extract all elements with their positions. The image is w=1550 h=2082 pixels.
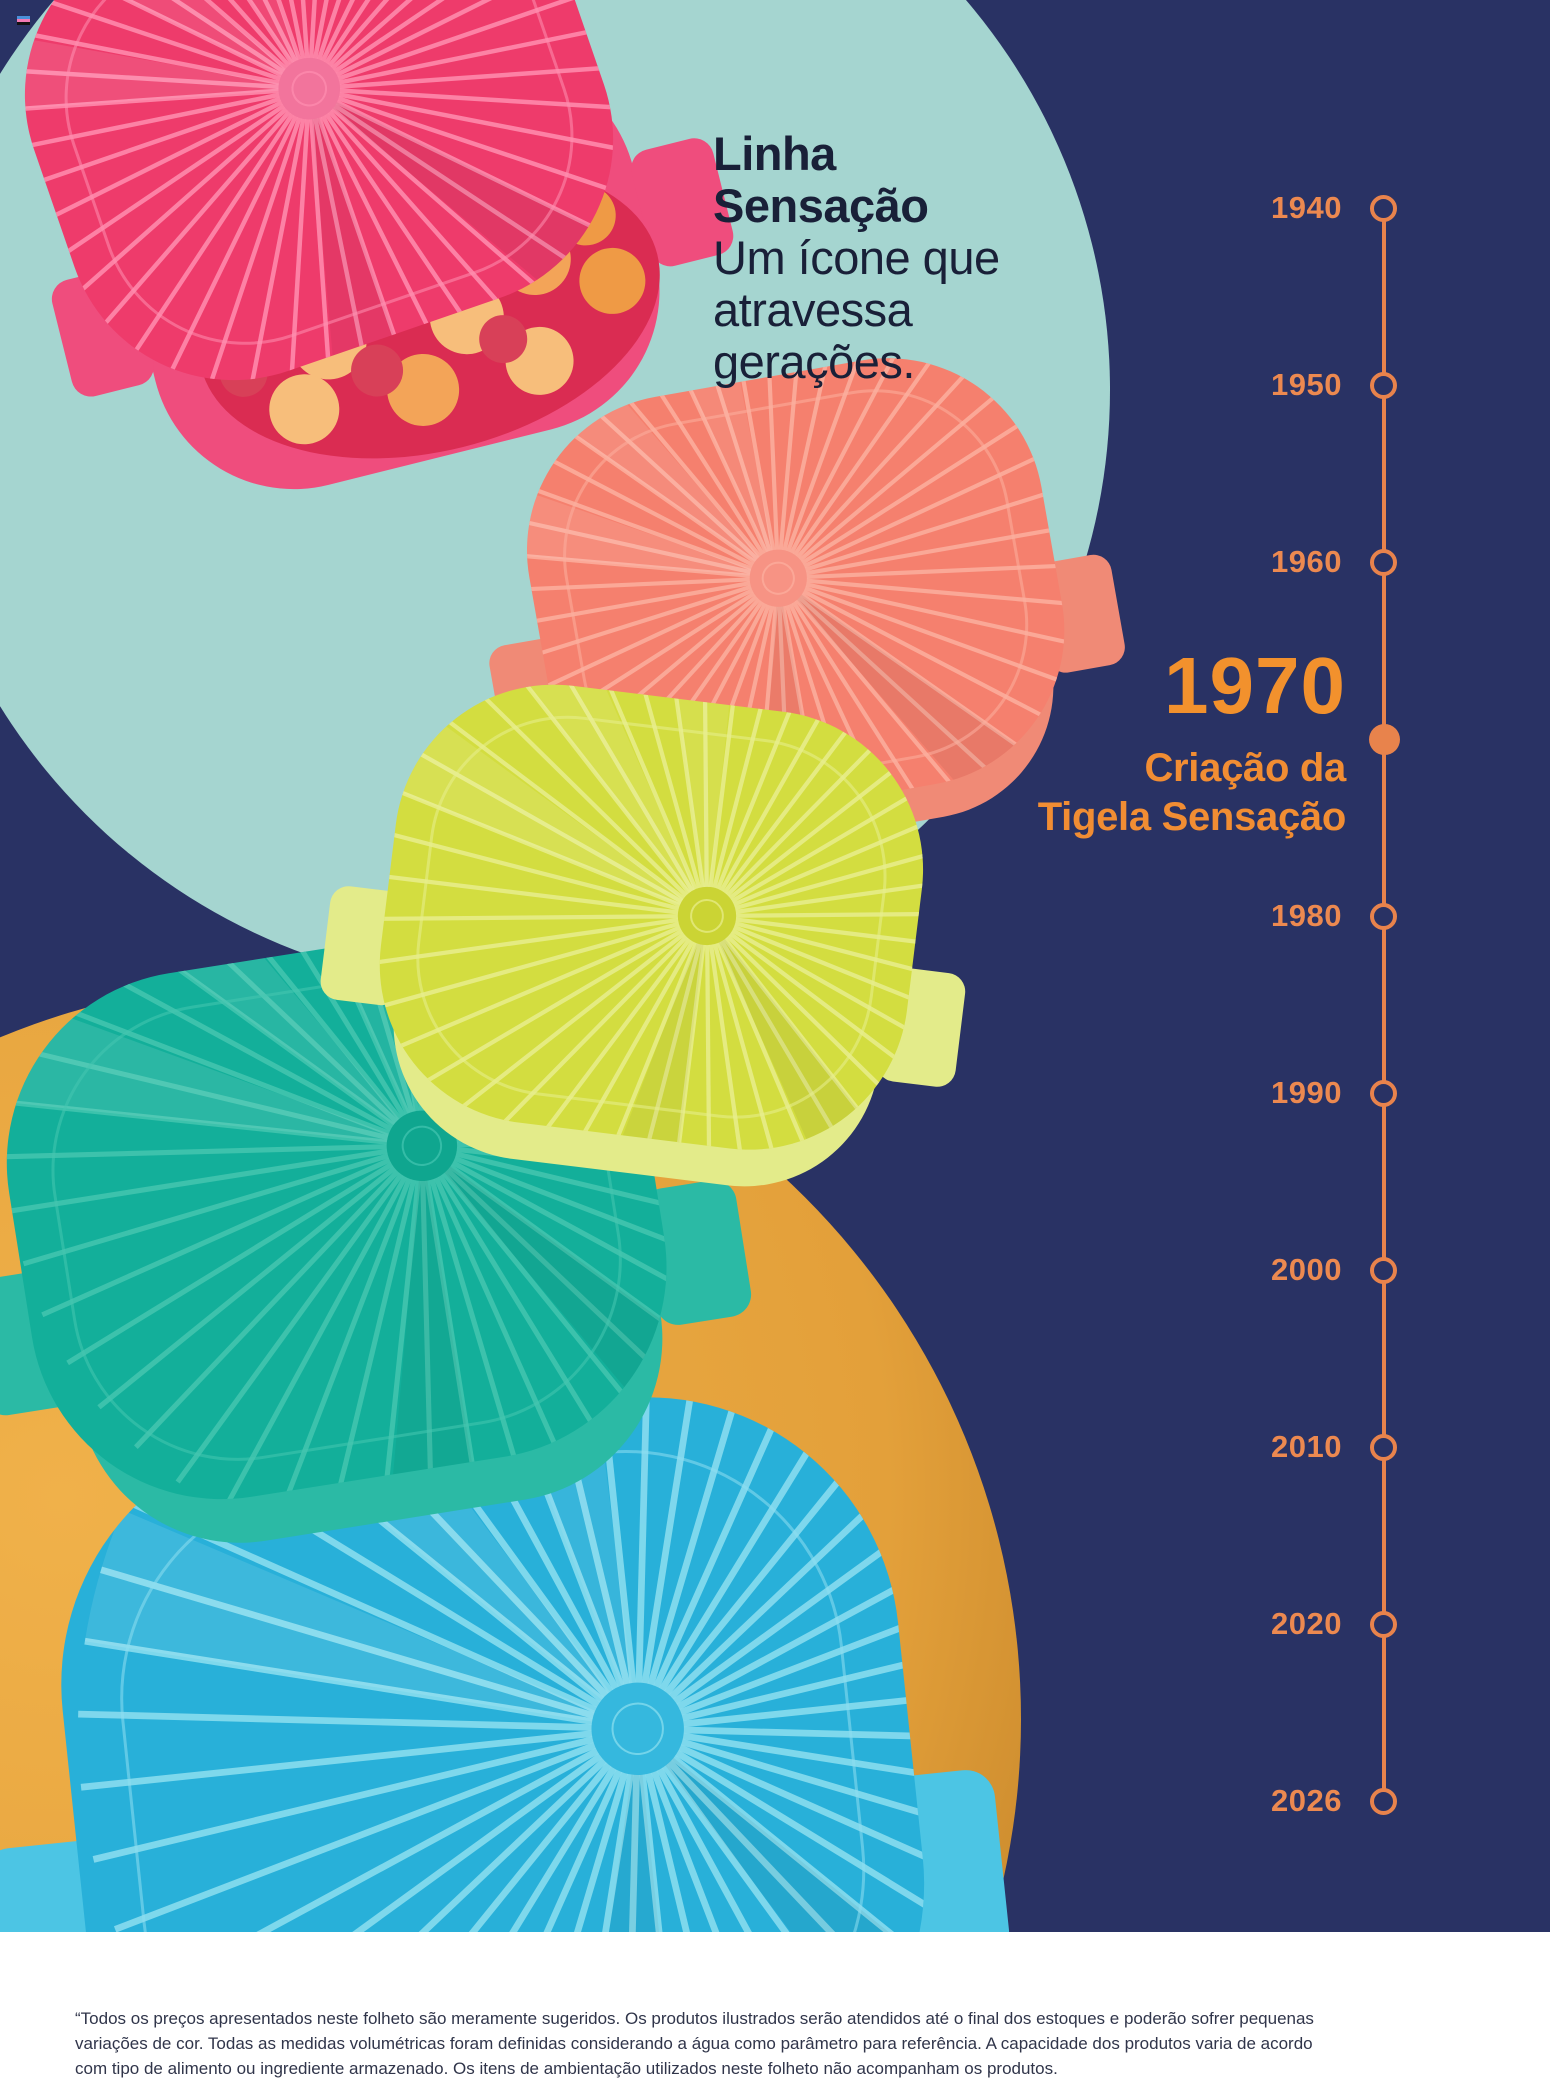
title-line: Sensação xyxy=(713,179,929,232)
menu-stripe-black xyxy=(17,22,30,25)
timeline-year-label: 2000 xyxy=(1271,1252,1342,1287)
timeline-year-label: 1990 xyxy=(1271,1075,1342,1110)
menu-stripe-blue xyxy=(17,16,30,19)
timeline-year-label: 2026 xyxy=(1271,1783,1342,1818)
disclaimer-line: variações de cor. Todas as medidas volum… xyxy=(75,2034,1313,2053)
subtitle-line: atravessa xyxy=(713,283,913,336)
timeline-event-caption: Criação da Tigela Sensação xyxy=(1037,746,1347,839)
timeline-line xyxy=(1382,208,1386,1801)
subtitle-line: gerações. xyxy=(713,335,915,388)
legal-disclaimer: “Todos os preços apresentados neste folh… xyxy=(75,2006,1515,2081)
timeline-ring-marker xyxy=(1370,1256,1397,1284)
timeline-ring-marker xyxy=(1370,1433,1397,1461)
disclaimer-line: com tipo de alimento ou ingrediente arma… xyxy=(75,2059,1058,2078)
timeline-year-label: 1960 xyxy=(1271,544,1342,579)
timeline-ring-marker xyxy=(1370,1787,1397,1815)
timeline-year-label: 1980 xyxy=(1271,898,1342,933)
title-line: Linha xyxy=(713,127,836,180)
timeline-dot-marker xyxy=(1369,723,1400,755)
timeline-ring-marker xyxy=(1370,548,1397,576)
footer-strip: “Todos os preços apresentados neste folh… xyxy=(0,1932,1550,2082)
timeline-year-label: 1940 xyxy=(1271,190,1342,225)
menu-icon[interactable] xyxy=(17,16,30,28)
timeline-ring-marker xyxy=(1370,1079,1397,1107)
timeline-ring-marker xyxy=(1370,371,1397,399)
timeline-ring-marker xyxy=(1370,1610,1397,1638)
timeline-year-label: 2010 xyxy=(1271,1429,1342,1464)
menu-stripe-pink xyxy=(17,19,30,22)
disclaimer-line: “Todos os preços apresentados neste folh… xyxy=(75,2009,1314,2028)
timeline-ring-marker xyxy=(1370,902,1397,930)
subtitle-line: Um ícone que xyxy=(713,231,1000,284)
page-title: Linha Sensação Um ícone que atravessa ge… xyxy=(713,128,1000,388)
timeline-year-label-large: 1970 xyxy=(1164,641,1346,730)
timeline-year-label: 1950 xyxy=(1271,367,1342,402)
bowl-pink xyxy=(0,0,734,490)
timeline-ring-marker xyxy=(1370,194,1397,222)
timeline-year-label: 2020 xyxy=(1271,1606,1342,1641)
